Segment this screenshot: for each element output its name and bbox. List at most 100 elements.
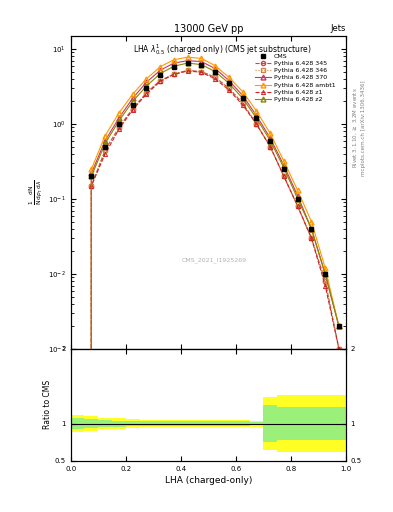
Pythia 6.428 z1 <box>240 102 245 108</box>
Pythia 6.428 z1 <box>213 76 218 82</box>
CMS <box>323 271 328 277</box>
Pythia 6.428 z2 <box>281 165 286 171</box>
Pythia 6.428 345 <box>130 105 135 112</box>
Pythia 6.428 345 <box>89 183 94 189</box>
Pythia 6.428 ambt1 <box>116 110 121 116</box>
Pythia 6.428 ambt1 <box>309 219 314 225</box>
Pythia 6.428 z1 <box>158 78 163 84</box>
CMS <box>144 85 149 91</box>
CMS <box>336 323 341 329</box>
CMS <box>295 196 300 202</box>
Pythia 6.428 346 <box>116 124 121 131</box>
Pythia 6.428 346 <box>240 100 245 106</box>
Pythia 6.428 370 <box>226 77 231 83</box>
Pythia 6.428 346 <box>226 85 231 91</box>
Pythia 6.428 ambt1 <box>336 323 341 329</box>
CMS <box>130 102 135 108</box>
Pythia 6.428 345 <box>144 90 149 96</box>
Pythia 6.428 z2 <box>171 63 176 69</box>
Pythia 6.428 z2 <box>103 140 108 146</box>
Pythia 6.428 345 <box>171 71 176 77</box>
Pythia 6.428 ambt1 <box>268 131 272 137</box>
Pythia 6.428 346 <box>103 147 108 153</box>
Pythia 6.428 z2 <box>268 138 272 144</box>
Pythia 6.428 z1 <box>226 87 231 93</box>
Pythia 6.428 346 <box>158 77 163 83</box>
CMS <box>226 80 231 87</box>
Text: Rivet 3.1.10, $\geq$ 3.2M events: Rivet 3.1.10, $\geq$ 3.2M events <box>352 88 360 168</box>
CMS <box>268 138 272 144</box>
Pythia 6.428 ambt1 <box>130 91 135 97</box>
Pythia 6.428 z2 <box>89 174 94 180</box>
Pythia 6.428 z1 <box>130 106 135 113</box>
Y-axis label: $\frac{1}{\mathrm{N}} \frac{\mathrm{d}\mathrm{N}}{\mathrm{d}p_{\mathrm{T}}\,\mat: $\frac{1}{\mathrm{N}} \frac{\mathrm{d}\m… <box>28 180 45 205</box>
Line: Pythia 6.428 370: Pythia 6.428 370 <box>75 58 342 512</box>
Pythia 6.428 370 <box>103 138 108 144</box>
Pythia 6.428 z2 <box>254 115 259 121</box>
Line: Pythia 6.428 z2: Pythia 6.428 z2 <box>75 60 342 512</box>
Pythia 6.428 345 <box>116 124 121 131</box>
Pythia 6.428 z1 <box>336 346 341 352</box>
Pythia 6.428 370 <box>309 226 314 232</box>
Text: Jets: Jets <box>331 24 346 33</box>
Pythia 6.428 370 <box>185 57 190 63</box>
Text: CMS_2021_I1925269: CMS_2021_I1925269 <box>181 258 246 263</box>
Pythia 6.428 z2 <box>309 226 314 232</box>
Pythia 6.428 z1 <box>309 235 314 241</box>
Pythia 6.428 345 <box>226 85 231 91</box>
Pythia 6.428 z2 <box>144 83 149 89</box>
Pythia 6.428 z1 <box>254 121 259 127</box>
Pythia 6.428 z1 <box>116 126 121 133</box>
Pythia 6.428 z2 <box>213 69 218 75</box>
Pythia 6.428 ambt1 <box>158 63 163 70</box>
CMS <box>213 69 218 75</box>
Pythia 6.428 z1 <box>323 283 328 289</box>
Pythia 6.428 z2 <box>336 323 341 329</box>
Pythia 6.428 ambt1 <box>254 108 259 114</box>
Pythia 6.428 z2 <box>185 60 190 66</box>
Pythia 6.428 346 <box>281 174 286 180</box>
Pythia 6.428 z2 <box>295 196 300 202</box>
Pythia 6.428 z1 <box>268 143 272 150</box>
CMS <box>199 61 204 68</box>
Pythia 6.428 ambt1 <box>144 76 149 82</box>
Pythia 6.428 ambt1 <box>213 62 218 69</box>
Text: mcplots.cern.ch [arXiv:1306.3436]: mcplots.cern.ch [arXiv:1306.3436] <box>361 80 366 176</box>
CMS <box>103 143 108 150</box>
Pythia 6.428 346 <box>336 346 341 352</box>
Pythia 6.428 z2 <box>323 271 328 277</box>
Pythia 6.428 346 <box>130 105 135 112</box>
Pythia 6.428 z2 <box>240 95 245 101</box>
Pythia 6.428 ambt1 <box>295 187 300 194</box>
Pythia 6.428 346 <box>89 183 94 189</box>
Pythia 6.428 z1 <box>171 71 176 77</box>
Legend: CMS, Pythia 6.428 345, Pythia 6.428 346, Pythia 6.428 370, Pythia 6.428 ambt1, P: CMS, Pythia 6.428 345, Pythia 6.428 346,… <box>253 52 337 104</box>
Pythia 6.428 z2 <box>158 71 163 77</box>
Pythia 6.428 345 <box>213 74 218 80</box>
Pythia 6.428 345 <box>199 69 204 75</box>
Pythia 6.428 z1 <box>185 68 190 74</box>
CMS <box>254 115 259 121</box>
Line: Pythia 6.428 z1: Pythia 6.428 z1 <box>75 69 341 512</box>
Pythia 6.428 ambt1 <box>89 166 94 172</box>
Pythia 6.428 346 <box>171 71 176 77</box>
Pythia 6.428 ambt1 <box>323 265 328 271</box>
Pythia 6.428 345 <box>295 203 300 209</box>
Pythia 6.428 345 <box>323 278 328 284</box>
Pythia 6.428 346 <box>268 143 272 150</box>
Pythia 6.428 z2 <box>199 61 204 68</box>
Pythia 6.428 345 <box>336 346 341 352</box>
Pythia 6.428 370 <box>199 58 204 65</box>
Pythia 6.428 346 <box>254 121 259 127</box>
Pythia 6.428 370 <box>254 113 259 119</box>
Pythia 6.428 346 <box>295 203 300 209</box>
Pythia 6.428 370 <box>268 135 272 141</box>
Pythia 6.428 ambt1 <box>171 57 176 63</box>
Text: LHA $\lambda^{1}_{0.5}$ (charged only) (CMS jet substructure): LHA $\lambda^{1}_{0.5}$ (charged only) (… <box>133 42 311 57</box>
Pythia 6.428 z2 <box>116 118 121 124</box>
Line: CMS: CMS <box>75 60 342 512</box>
Pythia 6.428 z1 <box>144 91 149 97</box>
Line: Pythia 6.428 346: Pythia 6.428 346 <box>75 68 341 512</box>
CMS <box>240 95 245 101</box>
Pythia 6.428 345 <box>281 174 286 180</box>
